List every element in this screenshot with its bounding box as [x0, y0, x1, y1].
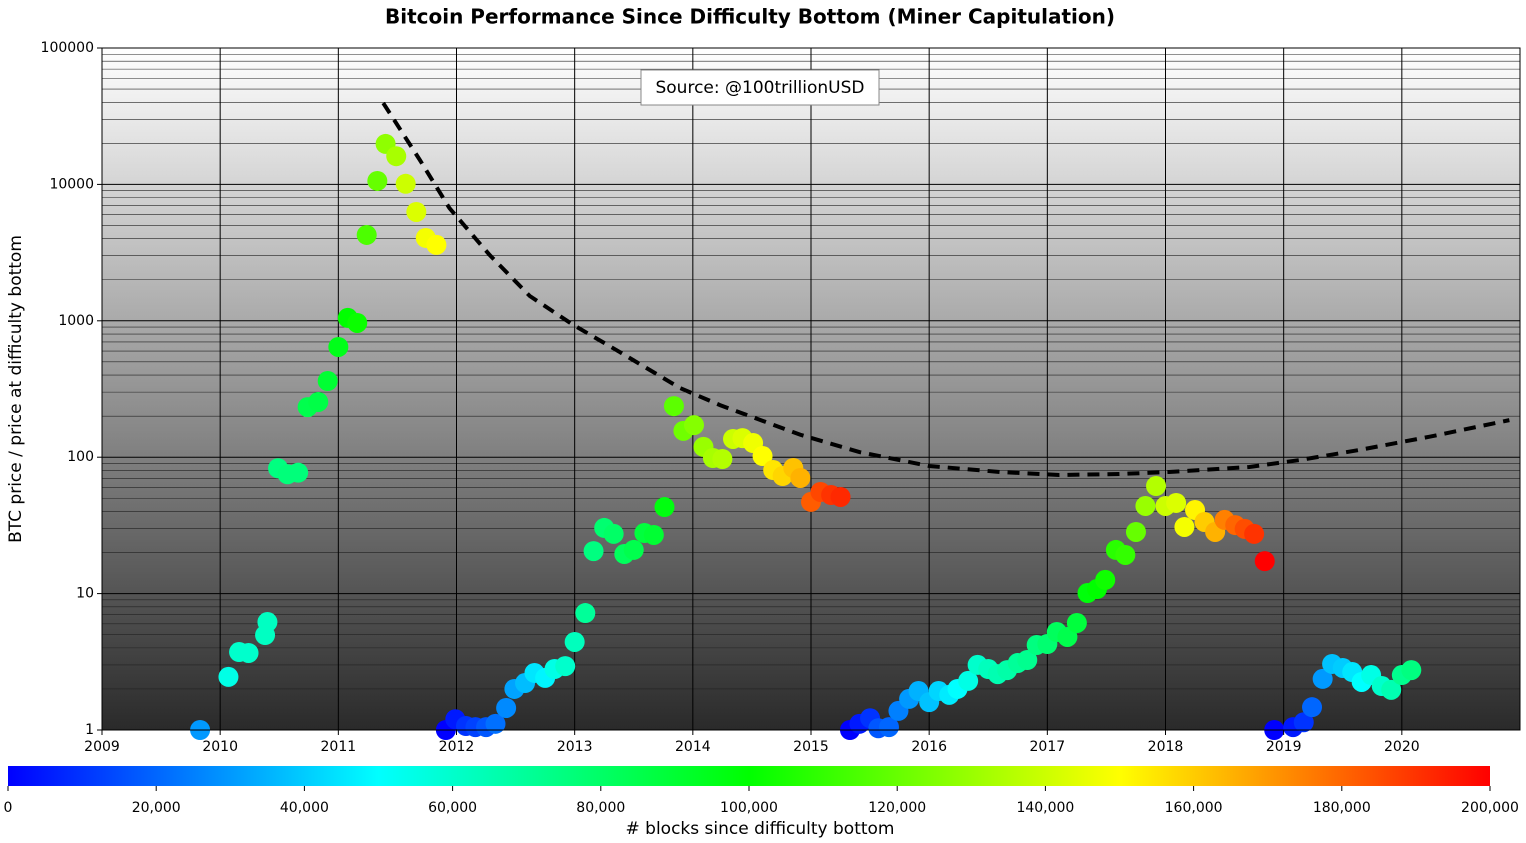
colorbar-tick-label: 200,000	[1461, 800, 1519, 816]
colorbar-tick-label: 0	[4, 800, 13, 816]
colorbar-tick-label: 180,000	[1313, 800, 1371, 816]
point	[1254, 551, 1275, 572]
point	[1066, 612, 1087, 633]
point	[1135, 495, 1156, 516]
point	[1095, 569, 1116, 590]
point	[712, 449, 733, 470]
colorbar-tick-label: 160,000	[1165, 800, 1223, 816]
y-tick-label: 10	[76, 586, 94, 602]
x-tick-label: 2018	[1148, 739, 1184, 755]
point	[386, 146, 407, 167]
point	[663, 396, 684, 417]
point	[603, 523, 624, 544]
trend-line	[381, 101, 1510, 477]
x-tick-label: 2014	[675, 739, 711, 755]
point	[367, 170, 388, 191]
colorbar-tick-label: 60,000	[428, 800, 477, 816]
y-tick-label: 1000	[58, 313, 94, 329]
point	[1293, 712, 1314, 733]
point	[328, 336, 349, 357]
colorbar-tick-label: 120,000	[868, 800, 926, 816]
point	[564, 631, 585, 652]
point	[1017, 649, 1038, 670]
point	[308, 391, 329, 412]
y-tick-label: 100000	[41, 40, 94, 56]
point	[1174, 516, 1195, 537]
point	[830, 486, 851, 507]
x-tick-label: 2012	[439, 739, 475, 755]
point	[426, 234, 447, 255]
y-tick-label: 100	[67, 449, 94, 465]
point	[1125, 521, 1146, 542]
point	[654, 497, 675, 518]
x-tick-label: 2013	[557, 739, 593, 755]
point	[623, 539, 644, 560]
y-tick-label: 1	[85, 722, 94, 738]
point	[317, 370, 338, 391]
point	[958, 670, 979, 691]
x-tick-label: 2010	[202, 739, 238, 755]
colorbar-tick-label: 140,000	[1016, 800, 1074, 816]
colorbar-tick-label: 100,000	[720, 800, 778, 816]
marks	[190, 101, 1510, 740]
x-tick-label: 2009	[84, 739, 120, 755]
colorbar-tick-label: 20,000	[132, 800, 181, 816]
point	[356, 224, 377, 245]
point	[218, 666, 239, 687]
point	[1401, 660, 1422, 681]
point	[395, 173, 416, 194]
point	[1244, 523, 1265, 544]
point	[1166, 492, 1187, 513]
colorbar-tick-label: 40,000	[280, 800, 329, 816]
x-tick-label: 2017	[1030, 739, 1066, 755]
point	[790, 467, 811, 488]
colorbar-label: # blocks since difficulty bottom	[626, 819, 895, 839]
point	[583, 541, 604, 562]
y-axis-label: BTC price / price at difficulty bottom	[6, 235, 26, 543]
point	[496, 697, 517, 718]
point	[1057, 626, 1078, 647]
point	[1381, 679, 1402, 700]
point	[288, 462, 309, 483]
point	[575, 603, 596, 624]
colorbar	[8, 766, 1490, 786]
x-tick-label: 2020	[1384, 739, 1420, 755]
colorbar-tick-label: 80,000	[576, 800, 625, 816]
point	[643, 524, 664, 545]
point	[1115, 544, 1136, 565]
point	[238, 642, 259, 663]
point	[684, 415, 705, 436]
point	[485, 713, 506, 734]
axes: 1 10 100 1000 10000 100000 2009 2010 2011 2012 201…	[4, 40, 1521, 816]
x-tick-label: 2016	[911, 739, 947, 755]
annotation-box	[640, 69, 880, 106]
annotation: Source: @100trillionUSD	[655, 78, 864, 98]
point	[878, 717, 899, 738]
x-tick-label: 2015	[793, 739, 829, 755]
point	[1146, 475, 1167, 496]
x-tick-label: 2019	[1266, 739, 1302, 755]
point	[752, 446, 773, 467]
y-tick-label: 10000	[49, 176, 94, 192]
chart-title: Bitcoin Performance Since Difficulty Bot…	[385, 5, 1115, 29]
point	[406, 201, 427, 222]
point	[1302, 697, 1323, 718]
plot-frame	[101, 47, 1521, 731]
point	[347, 312, 368, 333]
x-tick-label: 2011	[321, 739, 357, 755]
point	[257, 612, 278, 633]
point	[555, 656, 576, 677]
grid	[101, 47, 1520, 731]
point	[1312, 668, 1333, 689]
